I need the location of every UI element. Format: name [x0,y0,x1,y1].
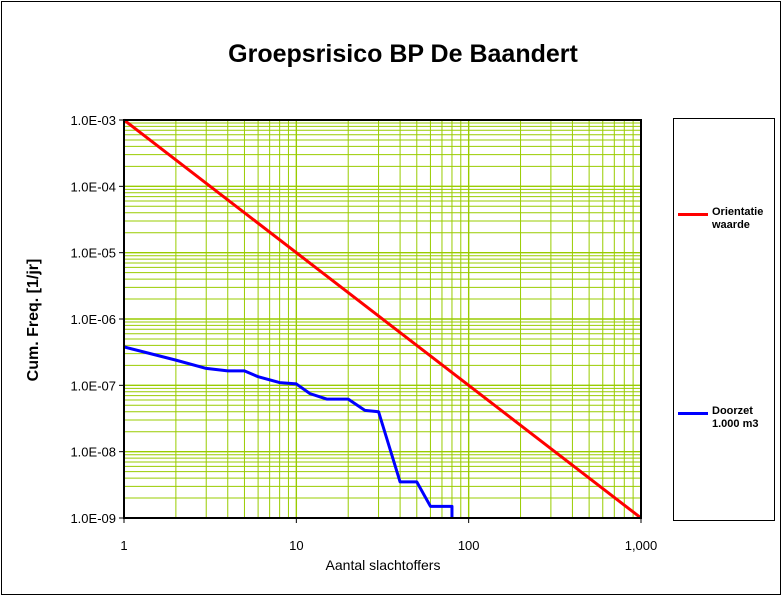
chart-title: Groepsrisico BP De Baandert [228,40,578,68]
y-tick-label: 1.0E-08 [70,445,116,460]
x-tick-label: 1 [120,538,127,553]
legend-label-orientatie: Orientatie waarde [712,206,764,231]
x-axis-label: Aantal slachtoffers [325,557,441,573]
legend-item-orientatie: Orientatie waarde [678,206,772,232]
legend: Orientatie waarde Doorzet 1.000 m3 [673,118,775,521]
y-tick-label: 1.0E-06 [70,312,116,327]
series-line-orientatie [123,118,642,520]
x-tick-label: 10 [289,538,303,553]
legend-swatch-doorzet [678,412,708,415]
y-tick-label: 1.0E-09 [70,511,116,526]
x-tick-label: 100 [458,538,480,553]
y-tick-label: 1.0E-04 [70,179,116,194]
y-tick-label: 1.0E-03 [70,113,116,128]
legend-label-doorzet: Doorzet 1.000 m3 [712,405,759,430]
series-lines [123,118,642,520]
series-line-doorzet [123,345,454,518]
legend-item-doorzet: Doorzet 1.000 m3 [678,405,772,431]
tick-labels: 1 10 100 1,000 1.0E-09 1.0E-08 1.0E-07 1.0E-06 1… [70,113,657,553]
y-tick-label: 1.0E-05 [70,246,116,261]
legend-swatch-orientatie [678,213,708,216]
y-tick-label: 1.0E-07 [70,378,116,393]
x-tick-label: 1,000 [625,538,658,553]
